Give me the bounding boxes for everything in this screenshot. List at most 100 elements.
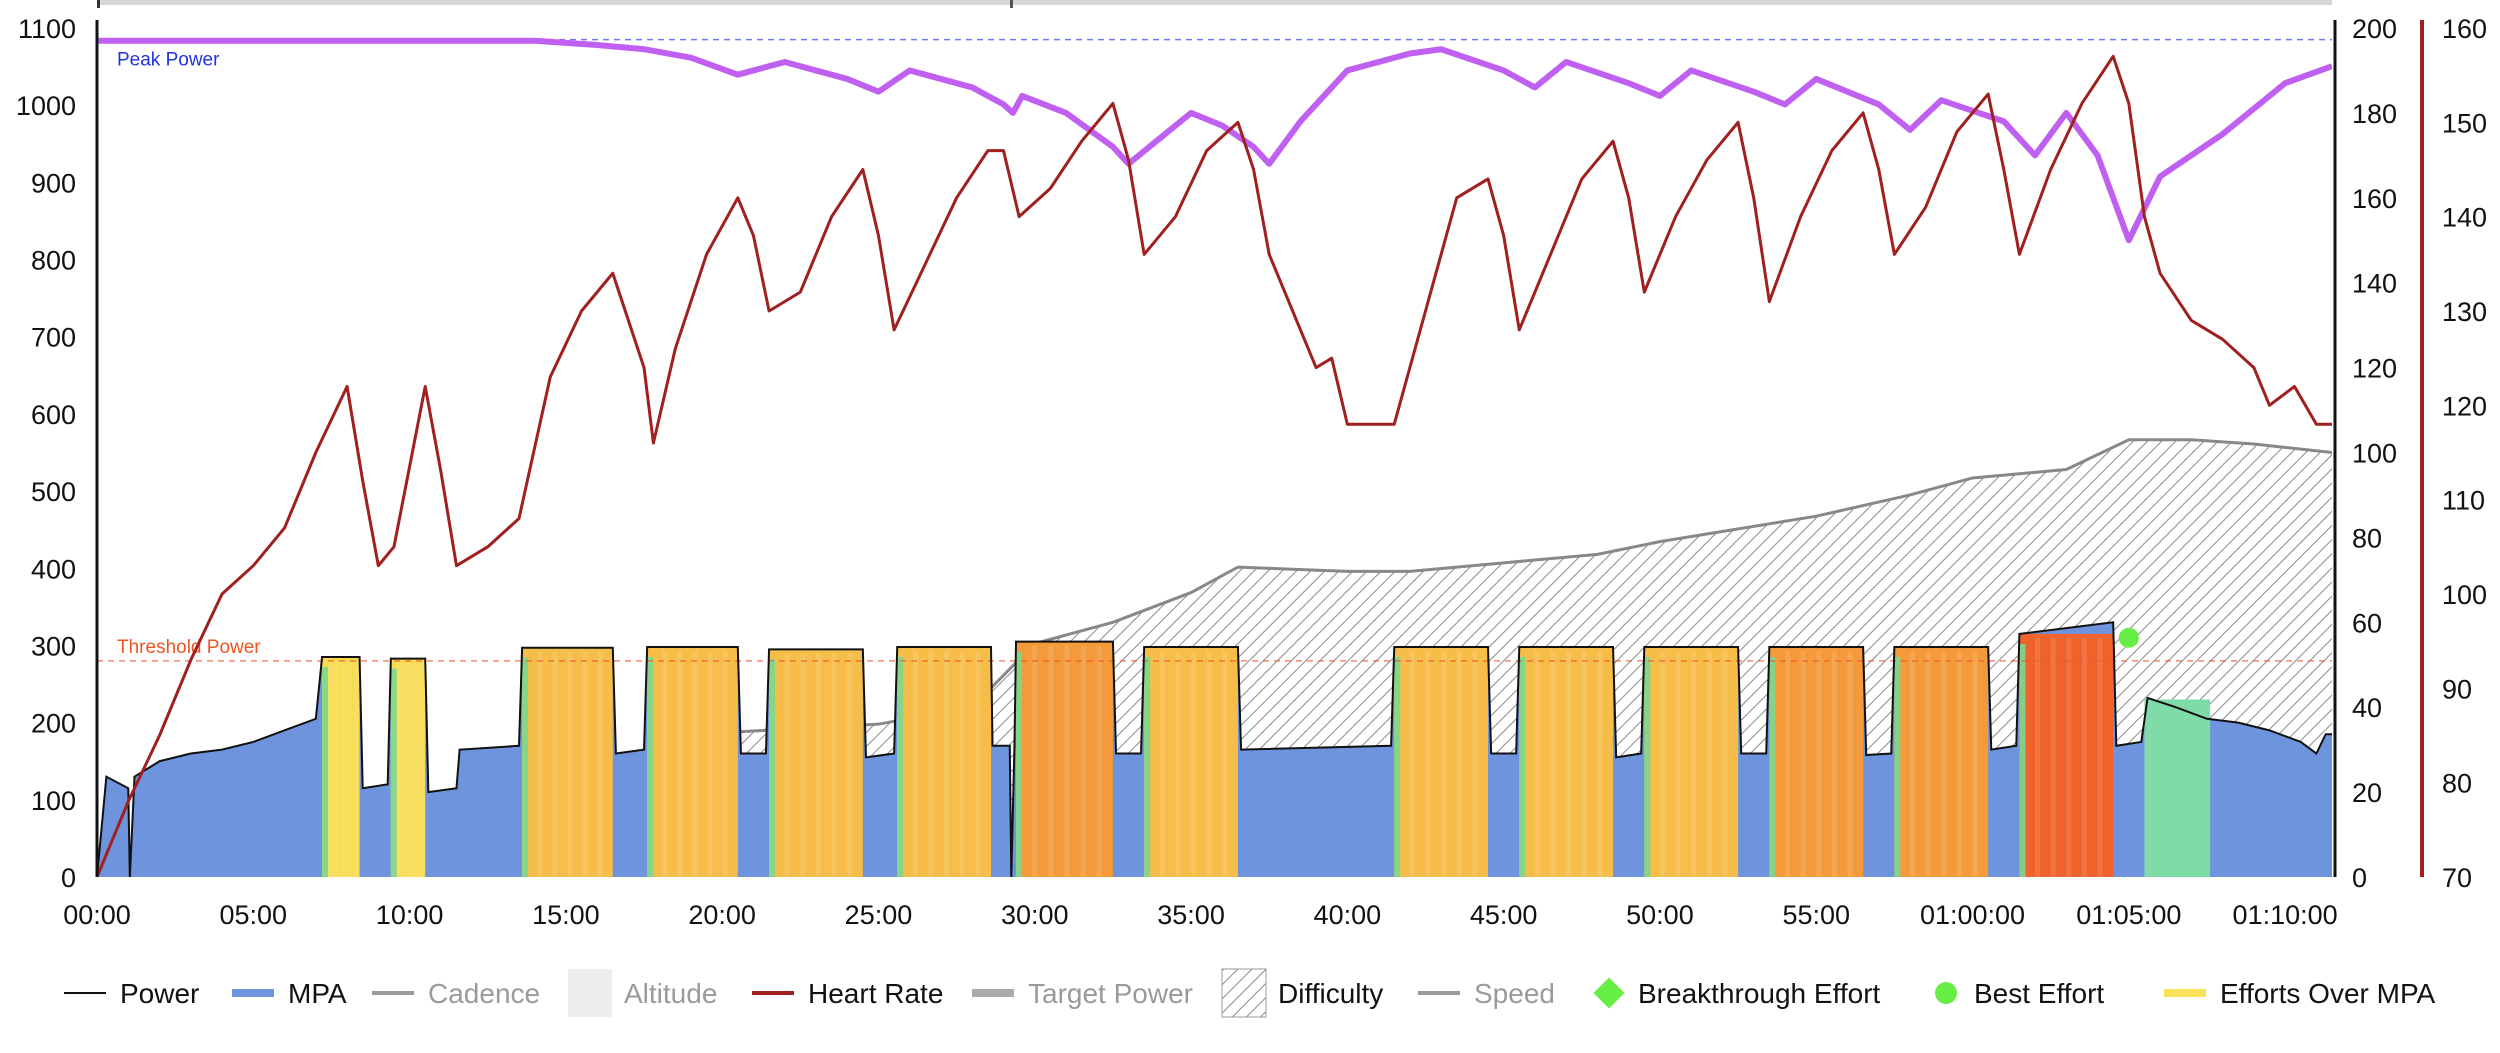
effort-interval-edge-1 — [322, 667, 329, 877]
legend-swatch — [1221, 968, 1267, 1018]
time-tick-label: 01:10:00 — [2233, 900, 2338, 930]
legend-item-target-power: Target Power — [972, 978, 1193, 1009]
legend-label: MPA — [288, 978, 347, 1009]
effort-interval-streak — [582, 651, 588, 877]
effort-interval-14 — [2019, 633, 2114, 877]
legend-label: Power — [120, 978, 199, 1009]
effort-interval-streak — [1597, 650, 1603, 877]
effort-interval-edge-4 — [647, 656, 654, 877]
effort-interval-streak — [831, 653, 837, 877]
effort-interval-6 — [897, 646, 991, 877]
heart-rate-tick-label: 90 — [2442, 674, 2472, 704]
cadence-tick-label: 120 — [2352, 354, 2397, 384]
power-tick-label: 100 — [31, 786, 76, 816]
time-tick-label: 45:00 — [1470, 900, 1538, 930]
cadence-tick-label: 80 — [2352, 523, 2382, 553]
cadence-tick-label: 0 — [2352, 863, 2367, 893]
time-tick-label: 25:00 — [845, 900, 913, 930]
heart-rate-tick-label: 130 — [2442, 297, 2487, 327]
time-tick-label: 00:00 — [63, 900, 131, 930]
legend-label: Efforts Over MPA — [2220, 978, 2436, 1009]
legend-label: Cadence — [428, 978, 540, 1009]
effort-interval-8 — [1144, 646, 1238, 877]
legend-label: Target Power — [1028, 978, 1193, 1009]
effort-interval-streak — [707, 650, 713, 877]
effort-interval-streak — [1472, 650, 1478, 877]
effort-interval-streak — [692, 650, 698, 877]
power-tick-label: 1100 — [18, 14, 76, 44]
effort-interval-3 — [522, 647, 613, 877]
peak-power-label: Peak Power — [117, 50, 220, 71]
effort-interval-streak — [2097, 637, 2103, 877]
time-tick-label: 01:00:00 — [1920, 900, 2025, 930]
legend-item-difficulty: Difficulty — [1221, 968, 1383, 1018]
effort-interval-streak — [347, 661, 353, 877]
effort-interval-streak — [1816, 650, 1822, 877]
effort-interval-streak — [1175, 650, 1181, 877]
power-tick-label: 800 — [31, 246, 76, 276]
power-tick-label: 700 — [31, 323, 76, 353]
effort-interval-streak — [1941, 650, 1947, 877]
heart-rate-tick-label: 120 — [2442, 391, 2487, 421]
cooldown-zone — [2144, 699, 2211, 877]
effort-interval-edge-13 — [1894, 656, 1901, 877]
effort-interval-streak — [328, 661, 334, 877]
legend-swatch — [1935, 982, 1957, 1004]
legend-item-breakthrough-effort: Breakthrough Effort — [1593, 977, 1881, 1009]
effort-interval-streak — [815, 653, 821, 877]
effort-interval-streak — [677, 650, 683, 877]
effort-interval-12 — [1769, 646, 1864, 877]
legend-label: Heart Rate — [808, 978, 943, 1009]
legend-item-cadence: Cadence — [372, 978, 540, 1009]
effort-interval-streak — [1675, 650, 1681, 877]
effort-interval-streak — [1784, 650, 1790, 877]
effort-interval-streak — [944, 650, 950, 877]
heart-rate-tick-label: 100 — [2442, 580, 2487, 610]
power-tick-label: 400 — [31, 554, 76, 584]
time-tick-label: 50:00 — [1626, 900, 1694, 930]
heart-rate-line — [97, 54, 2332, 877]
effort-interval-streak — [2066, 637, 2072, 877]
time-tick-label: 40:00 — [1314, 900, 1382, 930]
legend-label: Difficulty — [1278, 978, 1383, 1009]
time-tick-label: 15:00 — [532, 900, 600, 930]
effort-interval-streak — [1566, 650, 1572, 877]
effort-interval-streak — [1800, 650, 1806, 877]
effort-interval-edge-6 — [897, 656, 904, 877]
effort-interval-streak — [353, 661, 359, 877]
cadence-tick-label: 140 — [2352, 269, 2397, 299]
effort-interval-streak — [597, 651, 603, 877]
effort-interval-streak — [1550, 650, 1556, 877]
time-tick-label: 10:00 — [376, 900, 444, 930]
legend-item-power: Power — [64, 978, 199, 1009]
effort-interval-streak — [1080, 645, 1086, 877]
time-tick-label: 01:05:00 — [2076, 900, 2181, 930]
legend-swatch — [568, 969, 612, 1017]
effort-interval-streak — [975, 650, 981, 877]
effort-interval-streak — [912, 650, 918, 877]
time-tick-label: 05:00 — [220, 900, 288, 930]
heart-rate-tick-label: 150 — [2442, 108, 2487, 138]
range-handle-left — [97, 0, 100, 8]
effort-interval-streak — [1706, 650, 1712, 877]
legend-item-heart-rate: Heart Rate — [752, 978, 943, 1009]
best-effort-marker — [2118, 627, 2139, 648]
heart-rate-tick-label: 140 — [2442, 203, 2487, 233]
effort-interval-streak — [1847, 650, 1853, 877]
power-tick-label: 600 — [31, 400, 76, 430]
effort-interval-streak — [340, 661, 346, 877]
heart-rate-tick-label: 80 — [2442, 769, 2472, 799]
effort-interval-streak — [334, 661, 340, 877]
effort-interval-streak — [1659, 650, 1665, 877]
effort-interval-streak — [662, 650, 668, 877]
effort-interval-streak — [1048, 645, 1054, 877]
effort-interval-streak — [1064, 645, 1070, 877]
effort-interval-streak — [1831, 650, 1837, 877]
effort-interval-9 — [1394, 646, 1489, 877]
effort-interval-11 — [1644, 646, 1739, 877]
power-tick-label: 300 — [31, 631, 76, 661]
effort-interval-streak — [1925, 650, 1931, 877]
effort-interval-streak — [959, 650, 965, 877]
legend-item-best-effort: Best Effort — [1935, 978, 2104, 1009]
